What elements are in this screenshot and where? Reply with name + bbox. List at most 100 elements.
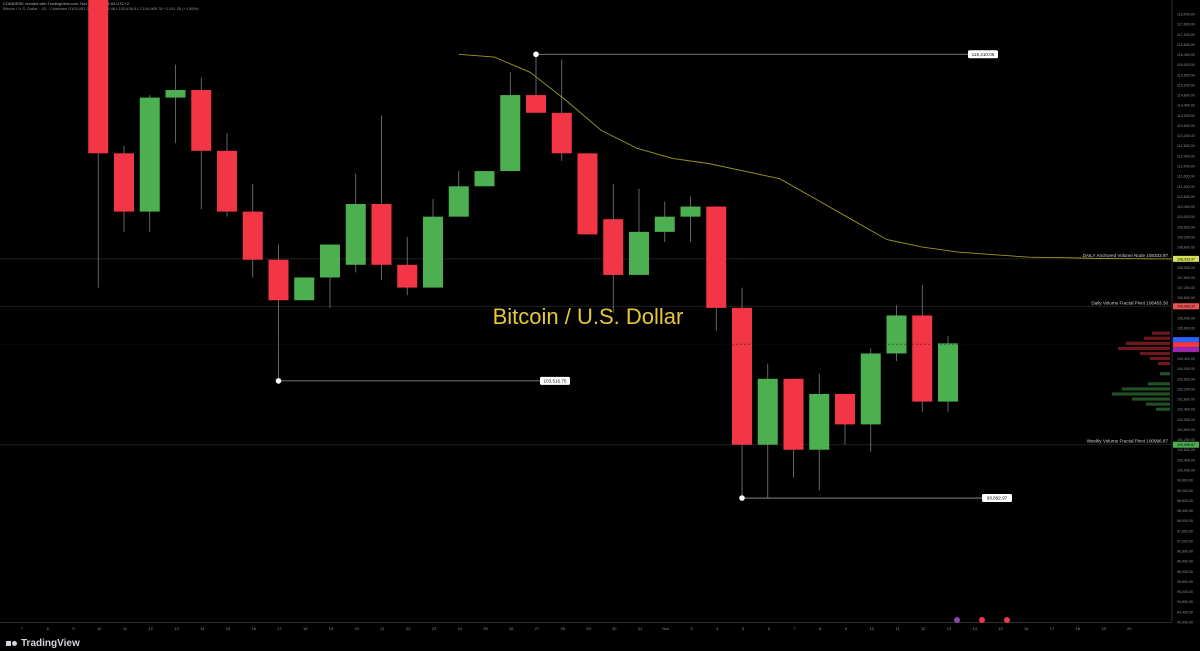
y-tick-label: 110,800.00 bbox=[1177, 195, 1195, 199]
y-tick-label: 111,600.00 bbox=[1177, 175, 1194, 179]
x-tick-label: 6 bbox=[768, 626, 771, 631]
y-tick-label: 109,200.00 bbox=[1177, 235, 1195, 239]
y-tick-label: 112,400.00 bbox=[1177, 154, 1195, 158]
candle-body bbox=[526, 95, 546, 113]
y-tick-label: 96,000.00 bbox=[1177, 570, 1193, 574]
anchor-point bbox=[275, 378, 282, 384]
x-tick-label: 27 bbox=[535, 626, 540, 631]
x-tick-label: 20 bbox=[1127, 626, 1132, 631]
x-tick-label: 13 bbox=[947, 626, 952, 631]
x-tick-label: 22 bbox=[406, 626, 411, 631]
candle-body bbox=[320, 244, 340, 278]
y-tick-label: 101,600.00 bbox=[1177, 428, 1195, 432]
volume-profile-bar bbox=[1118, 346, 1170, 350]
candle-body bbox=[835, 394, 855, 425]
volume-profile-bar bbox=[1122, 387, 1170, 391]
y-tick-label: 94,400.00 bbox=[1177, 610, 1193, 614]
y-tick-label: 97,200.00 bbox=[1177, 539, 1193, 543]
header-credit: COINDESK created with TradingView.com, N… bbox=[3, 1, 130, 6]
x-tick-label: 17 bbox=[1050, 626, 1055, 631]
candle-body bbox=[345, 204, 366, 265]
x-tick-label: 8 bbox=[47, 626, 50, 631]
y-tick-label: 94,000.00 bbox=[1177, 621, 1193, 625]
candle-body bbox=[757, 378, 778, 445]
price-box bbox=[982, 494, 1012, 503]
anchor-point bbox=[533, 51, 539, 58]
y-tick-label: 109,600.00 bbox=[1177, 225, 1195, 229]
volume-profile-bar bbox=[1160, 372, 1170, 376]
y-tick-label: 94,800.00 bbox=[1177, 600, 1193, 604]
x-tick-label: 18 bbox=[1076, 626, 1081, 631]
x-tick-label: 15 bbox=[998, 626, 1003, 631]
y-tick-label: 103,200.00 bbox=[1177, 387, 1195, 391]
candle-body bbox=[680, 206, 701, 217]
level-label: Daily Volume Fractal Pivot 106463.30 bbox=[1091, 300, 1168, 305]
y-tick-label: 107,200.00 bbox=[1177, 286, 1195, 290]
x-tick-label: 20 bbox=[355, 626, 360, 631]
x-tick-label: 15 bbox=[226, 626, 231, 631]
chart-title: Bitcoin / U.S. Dollar bbox=[493, 304, 684, 329]
candle-body bbox=[809, 394, 830, 450]
candle-body bbox=[242, 211, 263, 260]
y-tick-label: 111,200.00 bbox=[1177, 185, 1194, 189]
x-tick-label: 19 bbox=[1101, 626, 1106, 631]
x-tick-label: 31 bbox=[638, 626, 643, 631]
y-tick-label: 100,800.00 bbox=[1177, 448, 1195, 452]
candle-body bbox=[629, 231, 649, 275]
price-box-label: 103,516.75 bbox=[544, 379, 567, 384]
x-tick-label: 26 bbox=[509, 626, 514, 631]
x-tick-label: 11 bbox=[895, 626, 900, 631]
candle-body bbox=[706, 206, 727, 308]
event-marker-icon bbox=[1004, 617, 1010, 623]
x-tick-label: 25 bbox=[483, 626, 488, 631]
level-axis-value: 108,333.97 bbox=[1177, 257, 1195, 261]
x-tick-label: 29 bbox=[586, 626, 591, 631]
candle-body bbox=[938, 343, 958, 402]
level-axis-value: 100,996.87 bbox=[1177, 443, 1195, 447]
y-tick-label: 116,800.00 bbox=[1177, 43, 1195, 47]
y-tick-label: 112,000.00 bbox=[1177, 165, 1195, 169]
axis-tag-purple bbox=[1173, 347, 1199, 353]
anchored-vwap-line bbox=[458, 53, 1173, 260]
candle-body bbox=[886, 315, 907, 354]
x-tick-label: 10 bbox=[870, 626, 875, 631]
x-tick-label: 7 bbox=[21, 626, 24, 631]
candle-body bbox=[783, 378, 804, 450]
volume-profile-bar bbox=[1158, 362, 1170, 366]
x-tick-label: 14 bbox=[973, 626, 978, 631]
y-tick-label: 99,600.00 bbox=[1177, 479, 1193, 483]
price-box bbox=[968, 50, 998, 59]
x-tick-label: 18 bbox=[303, 626, 308, 631]
event-marker-icon bbox=[979, 617, 985, 623]
y-tick-label: 113,200.00 bbox=[1177, 134, 1195, 138]
y-tick-label: 96,400.00 bbox=[1177, 560, 1193, 564]
y-tick-label: 102,000.00 bbox=[1177, 418, 1195, 422]
y-tick-label: 99,200.00 bbox=[1177, 489, 1193, 493]
x-tick-label: 9 bbox=[845, 626, 848, 631]
x-tick-label: 7 bbox=[793, 626, 796, 631]
y-tick-label: 100,000.00 bbox=[1177, 469, 1195, 473]
y-tick-label: 100,400.00 bbox=[1177, 458, 1195, 462]
x-tick-label: 5 bbox=[742, 626, 745, 631]
candle-body bbox=[397, 264, 418, 288]
level-axis-value: 106,463.30 bbox=[1177, 305, 1195, 309]
level-axis-tag bbox=[1173, 255, 1199, 262]
x-tick-label: Nov bbox=[662, 626, 669, 631]
candle-body bbox=[448, 186, 469, 217]
candle-body bbox=[912, 315, 933, 402]
brand-name: TradingView bbox=[21, 638, 80, 649]
x-tick-label: 4 bbox=[716, 626, 719, 631]
price-box-label: 98,892.97 bbox=[987, 496, 1008, 501]
y-tick-label: 104,400.00 bbox=[1177, 357, 1195, 361]
y-tick-label: 114,800.00 bbox=[1177, 94, 1195, 98]
y-tick-label: 117,200.00 bbox=[1177, 33, 1195, 37]
x-tick-label: 30 bbox=[612, 626, 617, 631]
candle-body bbox=[474, 171, 495, 187]
candle-body bbox=[371, 204, 392, 265]
level-label: DAILY Anchored Volume Node 108333.97 bbox=[1083, 253, 1169, 258]
y-tick-label: 110,000.00 bbox=[1177, 215, 1195, 219]
candle-body bbox=[423, 216, 443, 288]
axis-tag-blue bbox=[1173, 337, 1199, 343]
candle-body bbox=[88, 0, 109, 154]
